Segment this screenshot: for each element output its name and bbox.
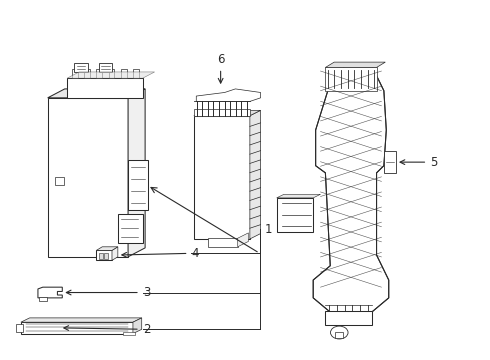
Bar	[133, 69, 139, 78]
Text: 5: 5	[400, 156, 438, 168]
Polygon shape	[67, 72, 155, 78]
Polygon shape	[21, 318, 142, 322]
Polygon shape	[48, 89, 145, 98]
Bar	[384, 152, 396, 173]
Bar	[99, 63, 113, 72]
Polygon shape	[21, 322, 133, 334]
Polygon shape	[128, 89, 145, 257]
Text: 4: 4	[122, 247, 199, 260]
Bar	[194, 116, 250, 239]
Polygon shape	[277, 194, 320, 198]
Text: 6: 6	[217, 53, 224, 83]
Bar	[74, 63, 88, 72]
Polygon shape	[238, 233, 248, 247]
Bar	[208, 238, 238, 247]
Bar	[335, 332, 343, 338]
Bar	[55, 177, 64, 185]
Polygon shape	[325, 62, 385, 67]
Polygon shape	[196, 89, 261, 102]
Bar	[109, 69, 115, 78]
Polygon shape	[250, 111, 261, 239]
Bar	[84, 69, 90, 78]
Bar	[128, 160, 147, 210]
Text: 3: 3	[66, 286, 150, 299]
Polygon shape	[38, 287, 62, 298]
Bar	[118, 214, 143, 243]
Bar	[39, 297, 47, 301]
Bar	[277, 198, 313, 232]
Polygon shape	[112, 247, 118, 260]
Bar	[325, 67, 376, 91]
Bar	[123, 332, 135, 336]
Bar	[121, 69, 126, 78]
Bar	[97, 250, 112, 260]
Bar	[67, 78, 143, 98]
Bar	[72, 69, 78, 78]
Bar	[16, 324, 24, 332]
Polygon shape	[133, 318, 142, 334]
Text: 1: 1	[265, 223, 272, 236]
Bar	[104, 253, 108, 258]
Bar	[48, 98, 128, 257]
Polygon shape	[97, 247, 118, 250]
Polygon shape	[313, 66, 389, 312]
Bar	[325, 311, 372, 325]
Bar	[99, 253, 103, 258]
Bar	[97, 69, 102, 78]
Text: 2: 2	[64, 323, 150, 336]
Polygon shape	[194, 111, 261, 116]
Bar	[194, 109, 250, 116]
Circle shape	[331, 326, 348, 339]
